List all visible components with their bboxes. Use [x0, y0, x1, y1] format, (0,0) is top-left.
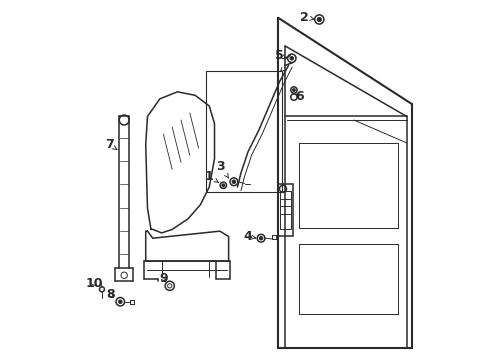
Text: 10: 10 [85, 277, 102, 290]
Circle shape [222, 184, 224, 187]
Bar [279, 190, 290, 229]
Text: 7: 7 [105, 138, 117, 151]
Text: 8: 8 [106, 288, 115, 301]
Text: 2: 2 [300, 10, 314, 23]
Text: 4: 4 [243, 230, 255, 243]
Bar [278, 184, 292, 237]
Text: 6: 6 [294, 90, 303, 103]
Text: 3: 3 [216, 160, 228, 178]
Text: 5: 5 [275, 49, 286, 62]
Circle shape [292, 89, 295, 91]
Circle shape [232, 180, 235, 184]
Bar [205, 71, 281, 192]
Text: 9: 9 [159, 272, 167, 285]
Circle shape [118, 300, 122, 303]
Text: 1: 1 [204, 170, 218, 183]
Circle shape [289, 57, 293, 60]
Circle shape [317, 17, 321, 22]
Circle shape [259, 237, 263, 240]
